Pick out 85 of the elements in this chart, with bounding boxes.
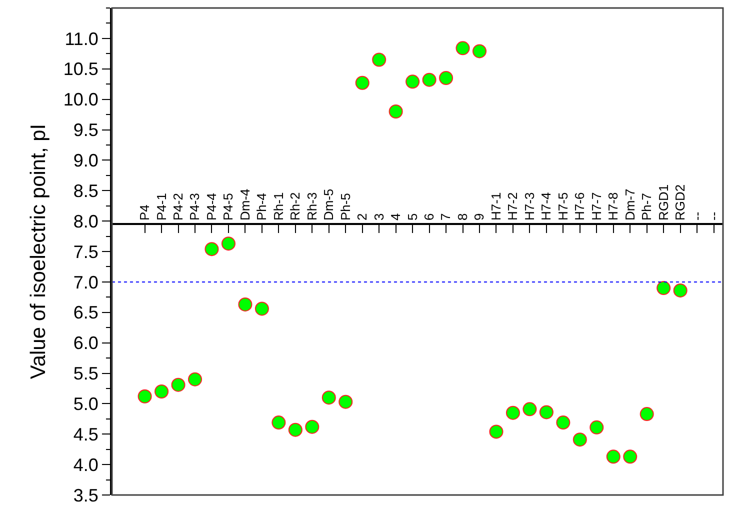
x-tick-label: 3	[371, 213, 386, 221]
x-tick-label: H7-1	[488, 192, 504, 221]
y-tick-label: 8.5	[73, 180, 98, 201]
point	[338, 394, 353, 409]
x-tick-label: RGD1	[656, 184, 671, 221]
y-tick-label: 5.5	[73, 364, 98, 384]
point	[506, 406, 520, 420]
x-tick-label: Dm-7	[622, 188, 638, 221]
point	[322, 390, 336, 405]
point	[254, 302, 269, 316]
point	[673, 283, 688, 298]
x-tick-label: Ph-5	[338, 193, 353, 221]
y-tick-label: 9.5	[73, 120, 98, 140]
point	[439, 71, 454, 86]
y-axis-title: Value of isoelectric point, pI	[27, 124, 50, 380]
point	[623, 450, 638, 464]
x-tick-label: 5	[404, 213, 420, 221]
point	[154, 384, 169, 399]
x-tick-label: P4-2	[170, 193, 186, 221]
x-tick-label: 6	[422, 213, 437, 221]
x-tick-label: 7	[438, 213, 454, 221]
x-tick-label: H7-7	[588, 192, 604, 221]
x-tick-label: P4-1	[154, 193, 169, 221]
point	[188, 372, 202, 386]
point	[272, 416, 286, 430]
x-tick-label: Dm-5	[321, 188, 336, 221]
y-tick-label: 5.0	[73, 394, 98, 414]
point	[171, 378, 186, 392]
y-tick-label: 10.0	[63, 90, 98, 110]
point	[539, 405, 554, 420]
point	[606, 450, 620, 464]
x-tick-label: P4-4	[204, 193, 219, 221]
point	[556, 416, 570, 430]
point	[238, 297, 252, 312]
x-tick-label: H7-2	[505, 192, 520, 221]
y-tick-label: 6.0	[73, 333, 98, 354]
y-tick-label: 3.5	[73, 485, 98, 506]
x-tick-label: 9	[472, 213, 487, 221]
point	[372, 52, 386, 67]
point	[472, 44, 486, 58]
x-tick-label: P4	[137, 204, 152, 221]
x-tick-label: Rh-2	[288, 192, 303, 221]
x-tick-label: 2	[354, 213, 370, 221]
point	[522, 402, 537, 416]
x-tick-label: Ph-4	[254, 193, 270, 221]
point	[590, 420, 604, 434]
x-tick-label: H7-5	[555, 192, 570, 221]
point	[640, 407, 654, 422]
x-tick-label: RGD2	[672, 184, 688, 221]
point	[221, 236, 236, 251]
y-tick-label: 6.5	[73, 302, 98, 323]
point	[204, 242, 219, 256]
point	[422, 72, 436, 87]
point	[406, 74, 420, 89]
y-tick-label: 10.5	[63, 59, 98, 80]
x-tick-label: 4	[388, 213, 404, 221]
point	[489, 424, 504, 439]
x-tick-label: H7-6	[572, 192, 588, 221]
x-tick-label: Ph-7	[639, 193, 654, 221]
y-tick-label: 11.0	[64, 28, 98, 49]
x-tick-label: P4-5	[220, 193, 236, 221]
point	[388, 104, 403, 118]
point	[305, 420, 320, 434]
y-tick-label: 4.5	[73, 424, 98, 444]
point	[355, 76, 370, 90]
x-tick-label: 8	[454, 213, 470, 221]
x-tick-label: --	[689, 212, 704, 221]
x-tick-label: Dm-4	[237, 188, 252, 221]
point	[138, 389, 152, 404]
point	[288, 422, 302, 437]
x-tick-label: Rh-3	[304, 192, 320, 221]
point	[656, 281, 671, 296]
x-tick-label: --	[706, 212, 722, 221]
x-tick-label: P4-3	[187, 193, 202, 221]
y-tick-label: 7.5	[73, 242, 98, 262]
y-tick-label: 7.0	[73, 272, 98, 292]
y-tick-label: 4.0	[73, 454, 98, 475]
x-tick-label: H7-8	[606, 192, 621, 221]
point	[456, 41, 470, 56]
point	[572, 432, 587, 447]
y-tick-label: 9.0	[73, 150, 98, 170]
x-tick-label: H7-4	[538, 192, 554, 221]
x-tick-label: Rh-1	[270, 192, 286, 221]
x-tick-label: H7-3	[522, 192, 537, 221]
y-tick-label: 8.0	[73, 211, 98, 232]
